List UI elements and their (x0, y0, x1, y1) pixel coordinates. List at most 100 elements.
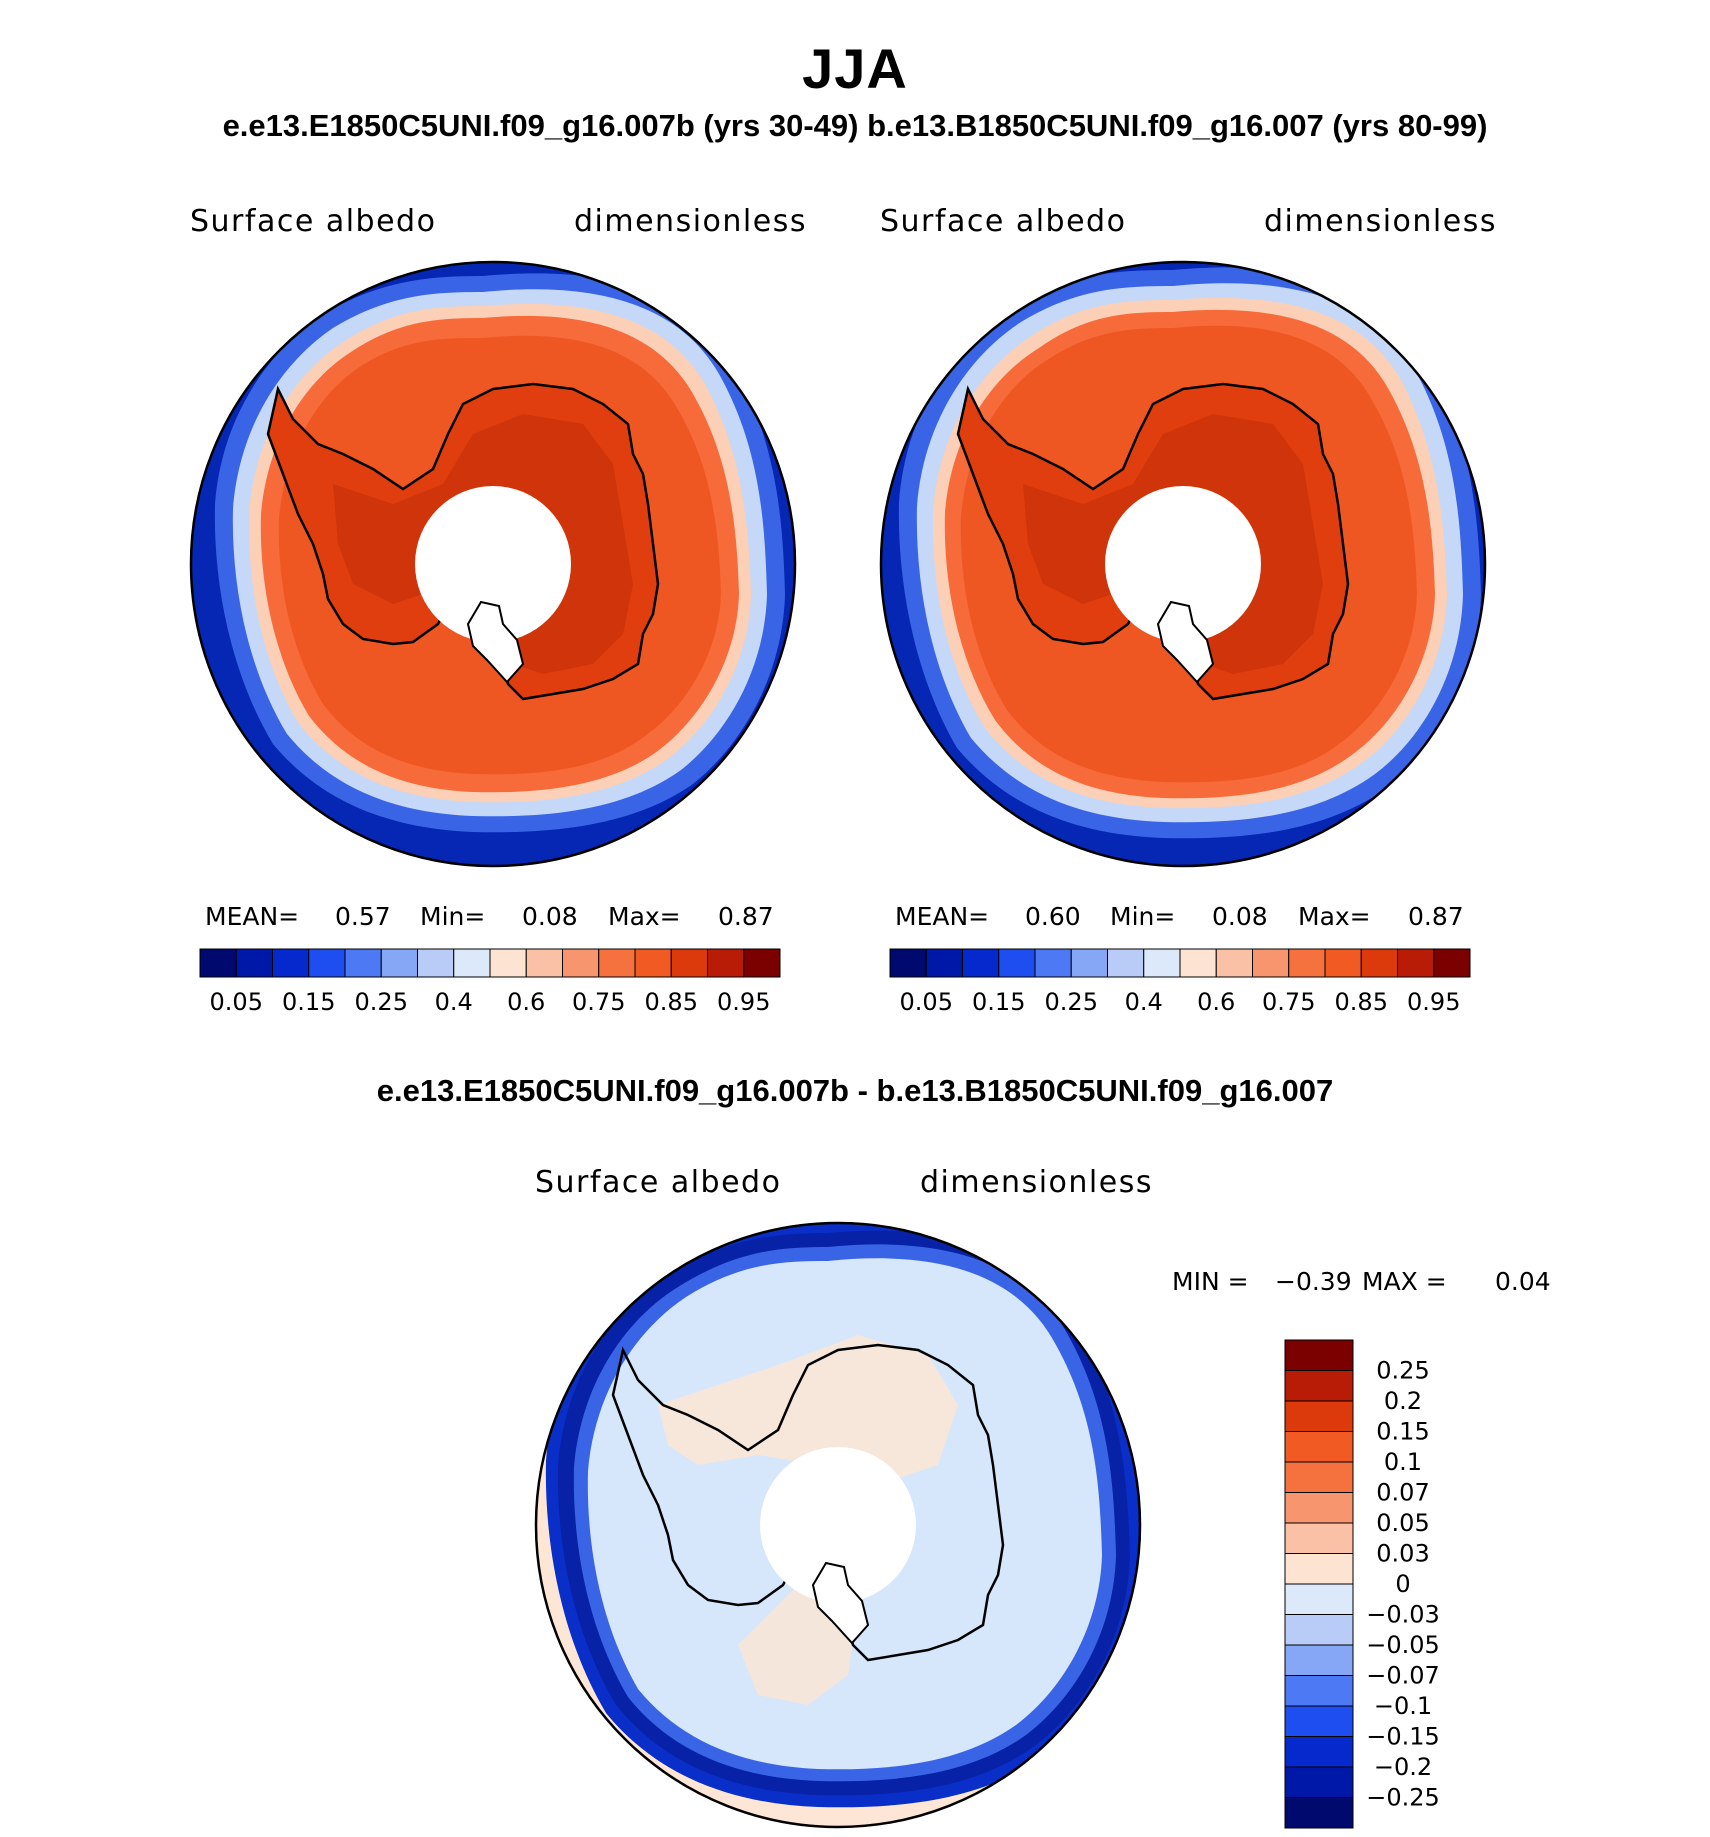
colorbar-swatch (1215, 948, 1253, 978)
colorbar-tick-label: 0.95 (1407, 988, 1460, 1016)
colorbar-swatch (1107, 948, 1145, 978)
colorbar-tick-label: −0.03 (1366, 1601, 1440, 1629)
colorbar-tick-label: 0.85 (1335, 988, 1388, 1016)
pole-hole-difference (760, 1447, 916, 1603)
antarctica-coast (611, 1343, 1005, 1662)
colorbar-swatch (1284, 1614, 1354, 1646)
colorbar-tick-label: 0.03 (1376, 1540, 1429, 1568)
colorbar-tick-label: 0.85 (645, 988, 698, 1016)
colorbar-swatch (925, 948, 963, 978)
colorbar-swatch (998, 948, 1036, 978)
colorbar-tick-label: 0.25 (1045, 988, 1098, 1016)
panel-left-min-value: 0.08 (522, 902, 578, 931)
colorbar-swatch (1284, 1583, 1354, 1615)
panel-left-variable: Surface albedo (190, 204, 436, 239)
colorbar-tick-label: 0.05 (210, 988, 263, 1016)
panel-difference: Surface albedo dimensionless MIN = −0.39… (534, 1165, 1551, 1829)
colorbar-swatch (1284, 1675, 1354, 1707)
ross-ice-shelf (811, 1561, 870, 1645)
panel-left-min-label: Min= (420, 902, 485, 931)
map-border-right (879, 260, 1487, 868)
polar-map-difference (536, 1223, 1140, 1827)
colorbar-tick-label: 0.75 (1262, 988, 1315, 1016)
colorbar-swatch (1284, 1492, 1354, 1524)
colorbar-swatch (417, 948, 455, 978)
map-border-left (189, 260, 797, 868)
colorbar-swatch (707, 948, 745, 978)
colorbar-tick-label: 0.07 (1376, 1479, 1429, 1507)
colorbar-tick-label: 0.75 (572, 988, 625, 1016)
colorbar-swatch (235, 948, 273, 978)
colorbar-tick-label: 0.6 (1197, 988, 1235, 1016)
colorbar-swatch (1284, 1400, 1354, 1432)
colorbar-swatch (272, 948, 310, 978)
panel-right: Surface albedo dimensionless MEAN= 0.60 … (879, 204, 1497, 1016)
colorbar-swatch (1284, 1553, 1354, 1585)
colorbar-swatch (1179, 948, 1217, 978)
diff-max-value: 0.04 (1495, 1267, 1551, 1296)
colorbar-swatch (525, 948, 563, 978)
colorbar-swatch (1070, 948, 1108, 978)
colorbar-swatch (453, 948, 491, 978)
colorbar-swatch (1284, 1461, 1354, 1493)
colorbar-swatch (1284, 1431, 1354, 1463)
colorbar-swatch (199, 948, 237, 978)
colorbar-tick-label: 0.05 (1376, 1509, 1429, 1537)
colorbar-tick-label: 0.2 (1384, 1387, 1422, 1415)
colorbar-left: 0.05 0.15 0.25 0.4 0.6 0.75 0.85 0.95 (199, 948, 781, 1016)
panel-left-max-label: Max= (608, 902, 681, 931)
pole-hole-left (415, 486, 571, 642)
diff-variable: Surface albedo (535, 1165, 781, 1200)
colorbar-swatch (889, 948, 927, 978)
colorbar-tick-label: 0.1 (1384, 1448, 1422, 1476)
colorbar-tick-label: 0.4 (1125, 988, 1163, 1016)
diff-units: dimensionless (920, 1165, 1153, 1200)
panel-left-mean-label: MEAN= (205, 902, 299, 931)
colorbar-swatch (1284, 1705, 1354, 1737)
colorbar-swatch (1284, 1766, 1354, 1798)
colorbar-swatch (1360, 948, 1398, 978)
colorbar-swatch (1252, 948, 1290, 978)
panel-left-mean-value: 0.57 (335, 902, 391, 931)
colorbar-tick-label: 0.95 (717, 988, 770, 1016)
colorbar-tick-label: −0.07 (1366, 1662, 1440, 1690)
colorbar-swatch (489, 948, 527, 978)
colorbar-swatch (562, 948, 600, 978)
panel-right-min-label: Min= (1110, 902, 1175, 931)
panel-right-max-value: 0.87 (1408, 902, 1464, 931)
colorbar-tick-label: −0.1 (1374, 1692, 1432, 1720)
colorbar-tick-label: 0.6 (507, 988, 545, 1016)
main-title: JJA (802, 37, 908, 100)
colorbar-swatch (1143, 948, 1181, 978)
panel-right-max-label: Max= (1298, 902, 1371, 931)
colorbar-swatch (380, 948, 418, 978)
colorbar-swatch (1034, 948, 1072, 978)
polar-map-left (191, 262, 795, 866)
colorbar-swatch (634, 948, 672, 978)
colorbar-swatch (1284, 1736, 1354, 1768)
colorbar-swatch (1397, 948, 1435, 978)
panel-right-mean-label: MEAN= (895, 902, 989, 931)
colorbar-swatch (1288, 948, 1326, 978)
colorbar-tick-label: 0.25 (355, 988, 408, 1016)
colorbar-swatch (743, 948, 781, 978)
ross-ice-shelf (1156, 600, 1215, 684)
subtitle: e.e13.E1850C5UNI.f09_g16.007b (yrs 30-49… (222, 108, 1488, 143)
colorbar-tick-label: 0.4 (435, 988, 473, 1016)
colorbar-swatch (1284, 1644, 1354, 1676)
ross-ice-shelf (466, 600, 525, 684)
colorbar-tick-label: 0.15 (972, 988, 1025, 1016)
panel-right-units: dimensionless (1264, 204, 1497, 239)
map-border-difference (534, 1221, 1142, 1829)
colorbar-swatch (308, 948, 346, 978)
panel-right-min-value: 0.08 (1212, 902, 1268, 931)
panel-left-max-value: 0.87 (718, 902, 774, 931)
polar-map-right (881, 262, 1485, 866)
colorbar-swatch (670, 948, 708, 978)
colorbar-tick-label: −0.15 (1366, 1723, 1440, 1751)
colorbar-right: 0.05 0.15 0.25 0.4 0.6 0.75 0.85 0.95 (889, 948, 1471, 1016)
colorbar-swatch (1324, 948, 1362, 978)
colorbar-tick-label: 0.15 (282, 988, 335, 1016)
panel-left: Surface albedo dimensionless MEAN= 0.57 … (189, 204, 805, 1016)
